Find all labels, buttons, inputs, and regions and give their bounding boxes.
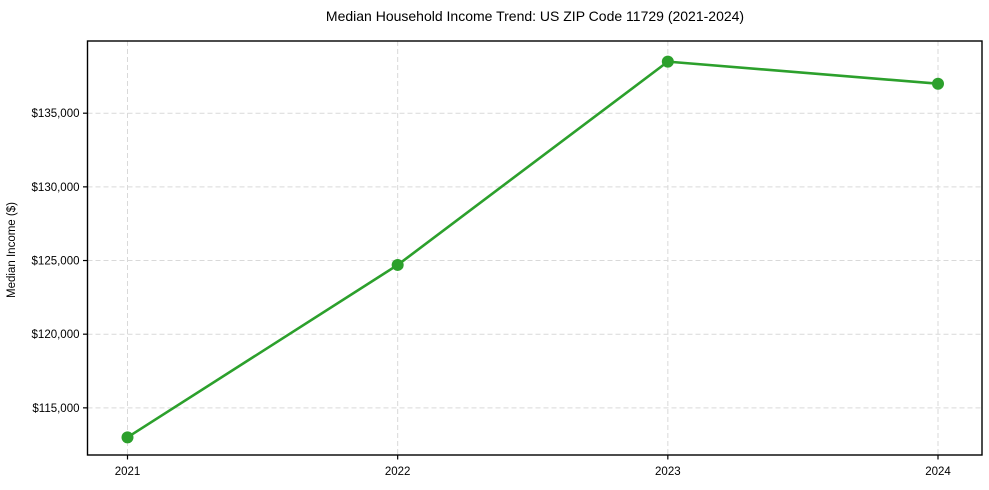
x-tick-label: 2023 xyxy=(655,466,681,478)
x-tick-label: 2022 xyxy=(385,466,411,478)
y-tick-label: $120,000 xyxy=(32,329,80,341)
y-tick-label: $115,000 xyxy=(32,403,79,415)
series-layer xyxy=(121,55,944,444)
y-tick-label: $135,000 xyxy=(32,108,80,120)
income-trend-line xyxy=(126,60,940,439)
chart-title: Median Household Income Trend: US ZIP Co… xyxy=(326,8,744,24)
x-tick-label: 2021 xyxy=(115,466,141,478)
data-point-2023 xyxy=(661,55,674,68)
plot-border xyxy=(86,40,983,456)
y-tick-label: $125,000 xyxy=(32,256,80,268)
x-tick-label: 2024 xyxy=(925,466,951,478)
y-tick-label: $130,000 xyxy=(32,182,80,194)
y-axis-label: Median Income ($) xyxy=(6,202,18,298)
axes-layer: $115,000 $120,000 $125,000 $130,000 $135,000… xyxy=(32,40,983,478)
data-point-2021 xyxy=(121,431,134,444)
grid-layer xyxy=(87,41,982,455)
data-point-2022 xyxy=(391,258,404,271)
data-point-2024 xyxy=(932,77,944,90)
